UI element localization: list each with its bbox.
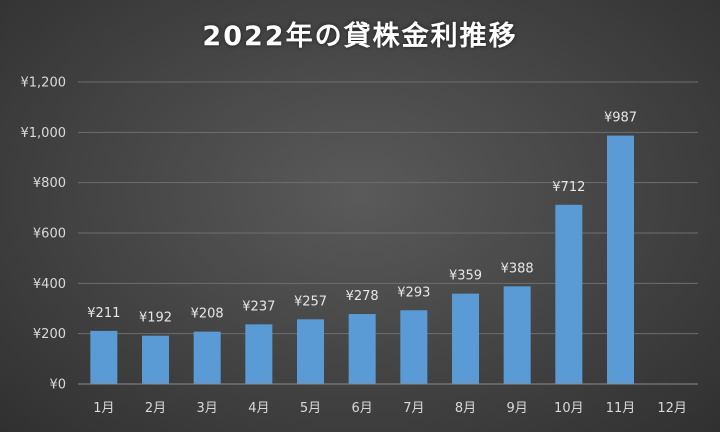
y-tick-label: ¥600 (33, 227, 66, 242)
data-label: ¥712 (552, 180, 585, 195)
data-label: ¥257 (294, 294, 327, 309)
bar (555, 204, 583, 384)
data-label: ¥359 (449, 269, 482, 284)
bar (607, 135, 634, 384)
y-tick-label: ¥400 (33, 277, 66, 292)
x-tick-label: 10月 (554, 401, 584, 416)
data-label: ¥987 (604, 111, 637, 126)
bar (297, 319, 324, 384)
chart-title: 2022年の貸株金利推移 (202, 21, 518, 52)
data-label: ¥293 (397, 285, 430, 300)
x-tick-label: 8月 (455, 401, 476, 416)
bar (142, 335, 169, 384)
y-tick-label: ¥1,000 (21, 126, 67, 141)
data-label: ¥208 (191, 307, 224, 322)
x-tick-label: 12月 (657, 401, 687, 416)
x-tick-label: 1月 (93, 401, 114, 416)
bar (245, 324, 273, 384)
data-label: ¥388 (501, 261, 534, 276)
x-tick-label: 2月 (145, 401, 166, 416)
data-label: ¥211 (87, 306, 120, 321)
bar (452, 293, 479, 384)
data-label: ¥237 (242, 299, 275, 314)
y-tick-label: ¥800 (33, 176, 66, 191)
bar (503, 286, 531, 384)
x-tick-label: 9月 (507, 401, 528, 416)
x-tick-label: 3月 (197, 401, 218, 416)
bar (400, 310, 428, 384)
bar (90, 330, 118, 384)
bar (193, 331, 221, 384)
y-tick-label: ¥0 (49, 378, 66, 393)
x-tick-label: 7月 (403, 401, 424, 416)
data-label: ¥278 (346, 289, 379, 304)
bar (348, 314, 376, 384)
x-tick-label: 11月 (606, 401, 636, 416)
x-tick-label: 4月 (248, 401, 269, 416)
y-tick-label: ¥200 (33, 327, 66, 342)
x-tick-label: 5月 (300, 401, 321, 416)
data-label: ¥192 (139, 311, 172, 326)
y-tick-label: ¥1,200 (21, 76, 67, 91)
x-tick-label: 6月 (352, 401, 373, 416)
